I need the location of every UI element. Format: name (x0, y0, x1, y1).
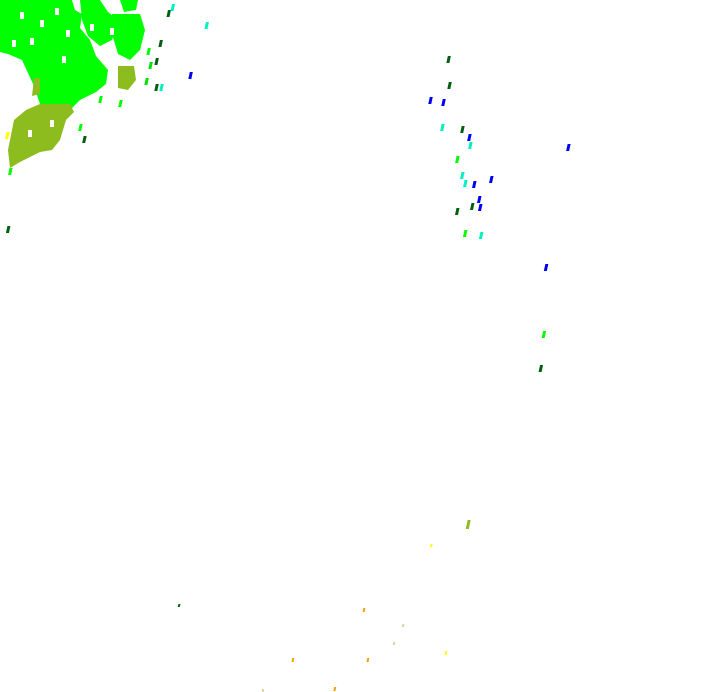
radar-echo-cluster-olive (118, 66, 136, 90)
radar-echo-cluster-olive (8, 104, 74, 168)
radar-echo-cell (463, 180, 468, 187)
radar-echo-cluster-bright (112, 14, 145, 60)
radar-echo-gap (50, 120, 54, 127)
radar-echo-cluster-olive (32, 78, 40, 96)
radar-echo-cell (447, 82, 452, 89)
radar-echo-cell (468, 142, 473, 149)
radar-echo-cell (166, 10, 171, 17)
radar-echo-cluster-bright (80, 0, 118, 46)
radar-echo-gap (12, 40, 16, 47)
radar-echo-cell (541, 331, 547, 338)
radar-echo-cell (159, 84, 164, 91)
radar-echo-gap (62, 56, 66, 63)
radar-echo-cell (177, 604, 181, 607)
radar-echo-cell (78, 124, 83, 131)
radar-echo-cell (148, 62, 153, 69)
radar-echo-cell (489, 176, 494, 183)
radar-echo-cell (146, 48, 151, 55)
radar-echo-gap (30, 38, 34, 45)
radar-echo-cell (170, 4, 175, 11)
radar-echo-cell (454, 208, 460, 215)
radar-echo-cell (392, 642, 396, 645)
radar-echo-cell (478, 232, 484, 239)
radar-echo-cell (144, 78, 149, 85)
radar-echo-cell (291, 658, 295, 662)
radar-echo-cell (333, 687, 337, 691)
radar-echo-cell (440, 124, 445, 131)
radar-echo-cell (362, 608, 366, 612)
radar-echo-cell (467, 134, 472, 141)
radar-echo-gap (20, 12, 24, 19)
radar-echo-gap (40, 20, 44, 27)
radar-echo-layer (0, 0, 571, 692)
radar-echo-cell (477, 196, 482, 203)
radar-echo-gap (90, 24, 94, 31)
radar-echo-cell (543, 264, 549, 271)
radar-echo-cell (441, 99, 446, 106)
radar-echo-gap (66, 30, 70, 37)
radar-echo-gap (55, 8, 59, 15)
radar-echo-cell (158, 40, 163, 47)
radar-echo-cell (261, 689, 265, 692)
radar-echo-cell (154, 58, 159, 65)
radar-echo-cluster-bright (0, 0, 108, 112)
radar-echo-cell (566, 144, 571, 151)
radar-echo-cell (118, 100, 123, 107)
radar-echo-cell (366, 658, 370, 662)
radar-echo-cell (469, 203, 475, 210)
radar-echo-cell (82, 136, 87, 143)
radar-echo-cell (5, 132, 10, 139)
radar-echo-cell (429, 544, 433, 547)
radar-echo-gap (70, 128, 74, 135)
radar-echo-gap (110, 28, 114, 35)
radar-echo-cluster-bright (120, 0, 138, 12)
radar-echo-cell (154, 84, 159, 91)
radar-echo-cell (188, 72, 193, 79)
radar-echo-cell (8, 168, 13, 175)
radar-echo-cell (401, 624, 405, 627)
radar-echo-cell (444, 651, 448, 655)
radar-echo-cell (477, 204, 483, 211)
radar-echo-cell (460, 126, 465, 133)
radar-echo-gap (28, 130, 32, 137)
radar-echo-cell (465, 520, 471, 529)
radar-echo-cell (5, 226, 11, 233)
radar-echo-cell (446, 56, 451, 63)
radar-echo-cell (538, 365, 544, 372)
radar-echo-cell (455, 156, 460, 163)
radar-echo-cell (460, 172, 465, 179)
radar-echo-cell (462, 230, 468, 237)
radar-echo-cell (98, 96, 103, 103)
radar-echo-cell (472, 181, 477, 188)
radar-echo-cell (428, 97, 433, 104)
radar-echo-cell (204, 22, 209, 29)
